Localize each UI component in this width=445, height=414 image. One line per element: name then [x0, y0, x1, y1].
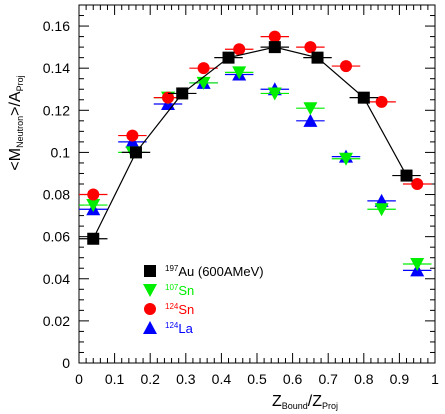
legend-label-sup: 124 — [165, 321, 179, 330]
x-tick-label: 0.7 — [318, 371, 338, 387]
y-tick-label: 0.04 — [43, 271, 70, 287]
plot-frame — [78, 4, 436, 364]
axis-ticks — [78, 4, 436, 364]
x-tick-label: 1 — [431, 371, 439, 387]
legend-label-main: Sn — [178, 302, 194, 317]
y-tick-label: 0.14 — [43, 60, 70, 76]
x-axis-label-main: Z — [272, 393, 282, 410]
data-point — [303, 113, 318, 127]
y-axis-label-sub1: Neutron — [15, 116, 25, 148]
y-axis-label-pre: <M — [7, 148, 24, 171]
x-tick-label: 0.6 — [283, 371, 303, 387]
data-point — [374, 203, 389, 217]
series-line — [92, 46, 408, 240]
y-tick-label: 0.12 — [43, 102, 70, 118]
data-point — [233, 43, 246, 56]
data-point — [340, 60, 352, 73]
legend-marker — [143, 284, 157, 297]
data-point — [267, 87, 282, 101]
legend-label-main: La — [178, 321, 193, 336]
data-point — [303, 102, 318, 116]
series-2 — [79, 30, 432, 201]
y-tick-label: 0.16 — [43, 18, 70, 34]
x-axis-label-sep: /Z — [308, 393, 322, 410]
data-point — [222, 51, 235, 64]
y-tick-label: 0.02 — [43, 313, 70, 329]
legend-marker — [144, 265, 156, 277]
series-layer — [79, 30, 432, 277]
y-axis-label: <MNeutron>/AProj — [7, 75, 25, 170]
legend-marker — [143, 321, 157, 334]
x-tick-label: 0.9 — [390, 371, 410, 387]
legend-label: 107Sn — [165, 283, 194, 298]
data-point — [375, 95, 388, 108]
series-0 — [79, 41, 421, 245]
x-tick-label: 0.8 — [354, 371, 374, 387]
data-point — [339, 152, 353, 166]
data-point — [268, 41, 281, 54]
legend-label: 124La — [165, 321, 194, 336]
data-point — [400, 169, 413, 182]
data-point — [357, 91, 370, 104]
y-tick-label: 0 — [62, 355, 70, 371]
legend-label: 197Au (600AMeV) — [165, 264, 264, 279]
x-tick-label: 0.1 — [105, 371, 125, 387]
data-point — [410, 258, 425, 272]
x-axis-label-sub2: Proj — [322, 401, 338, 411]
y-axis-label-mid: >/A — [7, 91, 24, 116]
x-tick-label: 0.3 — [176, 371, 196, 387]
y-tick-labels: 0 0.02 0.04 0.06 0.08 0.1 0.12 0.14 0.16 — [43, 18, 70, 371]
data-point — [162, 91, 174, 104]
legend-marker — [144, 303, 156, 315]
legend-label-main: Au (600AMeV) — [178, 264, 263, 279]
legend-label-sup: 124 — [165, 302, 179, 311]
data-point — [197, 62, 210, 75]
y-axis-label-sub2: Proj — [15, 75, 25, 91]
x-tick-label: 0.4 — [212, 371, 232, 387]
data-point — [411, 178, 424, 190]
legend-label: 124Sn — [165, 302, 194, 317]
data-point — [86, 199, 101, 213]
legend-label-sup: 107 — [165, 283, 179, 292]
y-tick-label: 0.06 — [43, 229, 70, 245]
data-point — [311, 51, 324, 64]
data-point — [87, 188, 100, 201]
x-tick-label: 0.5 — [247, 371, 267, 387]
data-point — [176, 87, 189, 100]
x-tick-label: 0.2 — [140, 371, 160, 387]
x-axis-label: ZBound/ZProj — [272, 393, 338, 411]
y-tick-label: 0.1 — [51, 144, 71, 160]
x-tick-label: 0 — [75, 371, 83, 387]
legend-label-sup: 197 — [165, 264, 179, 273]
data-point — [304, 41, 317, 54]
data-point — [87, 232, 100, 245]
y-tick-label: 0.08 — [43, 187, 70, 203]
data-point — [129, 146, 142, 159]
data-point — [268, 30, 281, 43]
data-point — [126, 129, 139, 142]
x-axis-label-sub1: Bound — [282, 401, 308, 411]
data-point — [232, 66, 247, 80]
x-tick-labels: 0 0.1 0.2 0.3 0.4 0.5 0.6 0.7 0.8 0.9 1 — [75, 371, 439, 387]
legend-label-main: Sn — [178, 283, 194, 298]
